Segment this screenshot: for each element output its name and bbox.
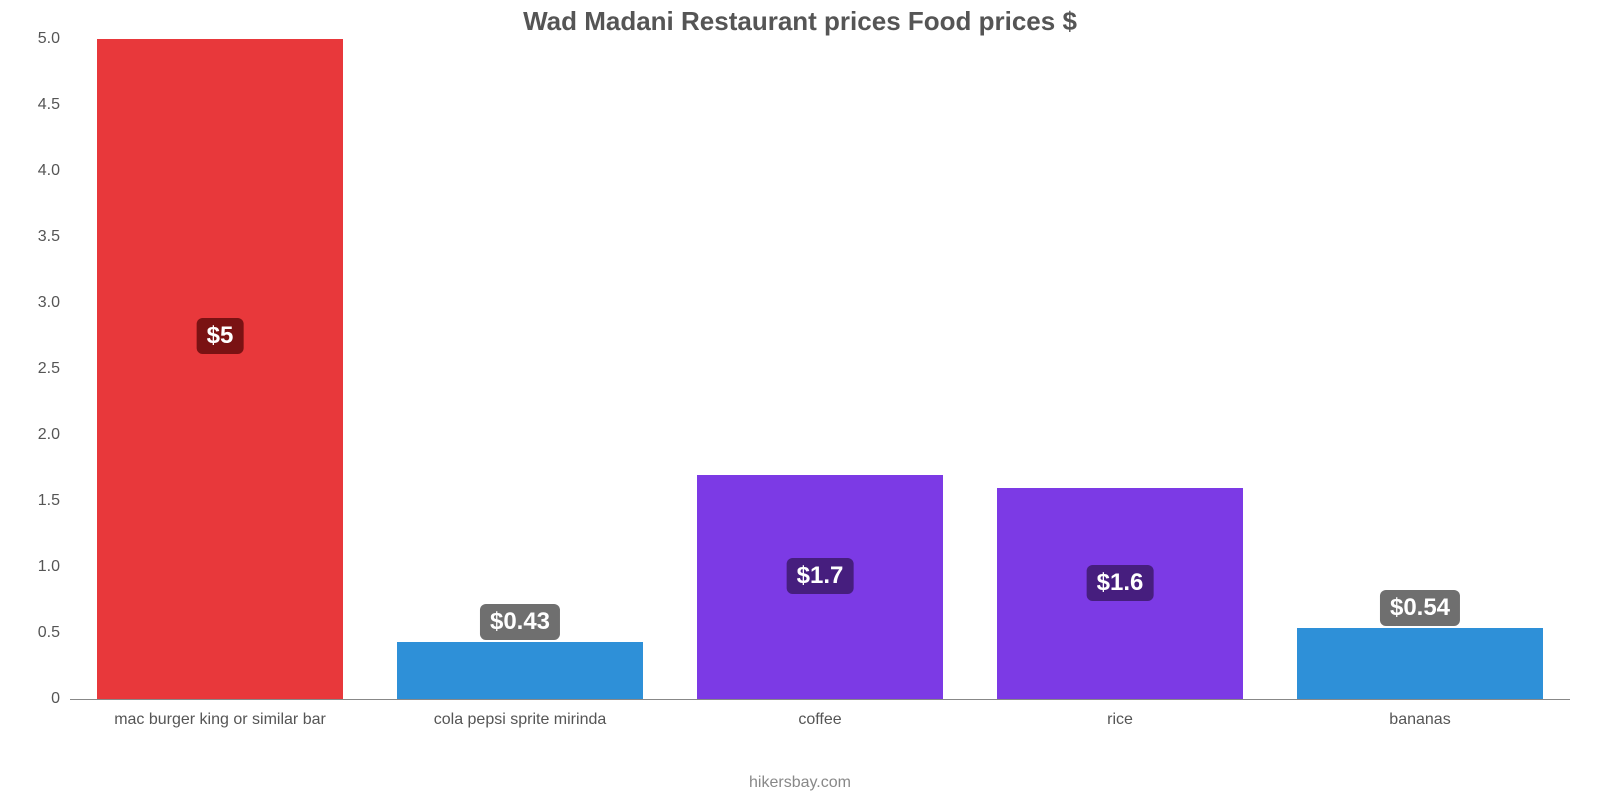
ytick-label: 3.0: [38, 294, 70, 312]
ytick-label: 4.0: [38, 162, 70, 180]
ytick-label: 5.0: [38, 30, 70, 48]
bar: $0.54: [1297, 628, 1543, 699]
ytick-label: 3.5: [38, 228, 70, 246]
bar-value-label: $0.54: [1380, 590, 1460, 626]
ytick-label: 0: [51, 690, 70, 708]
bar-value-label: $1.7: [787, 558, 854, 594]
ytick-label: 2.5: [38, 360, 70, 378]
xtick-label: coffee: [798, 699, 841, 729]
bar-chart: Wad Madani Restaurant prices Food prices…: [0, 0, 1600, 800]
ytick-label: 0.5: [38, 624, 70, 642]
xtick-label: cola pepsi sprite mirinda: [434, 699, 607, 729]
bar-value-label: $0.43: [480, 604, 560, 640]
bar: $0.43: [397, 642, 643, 699]
ytick-label: 1.0: [38, 558, 70, 576]
bar-value-label: $1.6: [1087, 565, 1154, 601]
ytick-label: 1.5: [38, 492, 70, 510]
xtick-label: bananas: [1389, 699, 1450, 729]
chart-footer: hikersbay.com: [0, 774, 1600, 792]
xtick-label: rice: [1107, 699, 1133, 729]
ytick-label: 2.0: [38, 426, 70, 444]
bar-value-label: $5: [197, 318, 244, 354]
bar: $5: [97, 39, 343, 699]
ytick-label: 4.5: [38, 96, 70, 114]
bar: $1.7: [697, 475, 943, 699]
plot-area: 00.51.01.52.02.53.03.54.04.55.0$5mac bur…: [70, 40, 1570, 700]
bar: $1.6: [997, 488, 1243, 699]
chart-title: Wad Madani Restaurant prices Food prices…: [0, 6, 1600, 37]
xtick-label: mac burger king or similar bar: [114, 699, 326, 729]
